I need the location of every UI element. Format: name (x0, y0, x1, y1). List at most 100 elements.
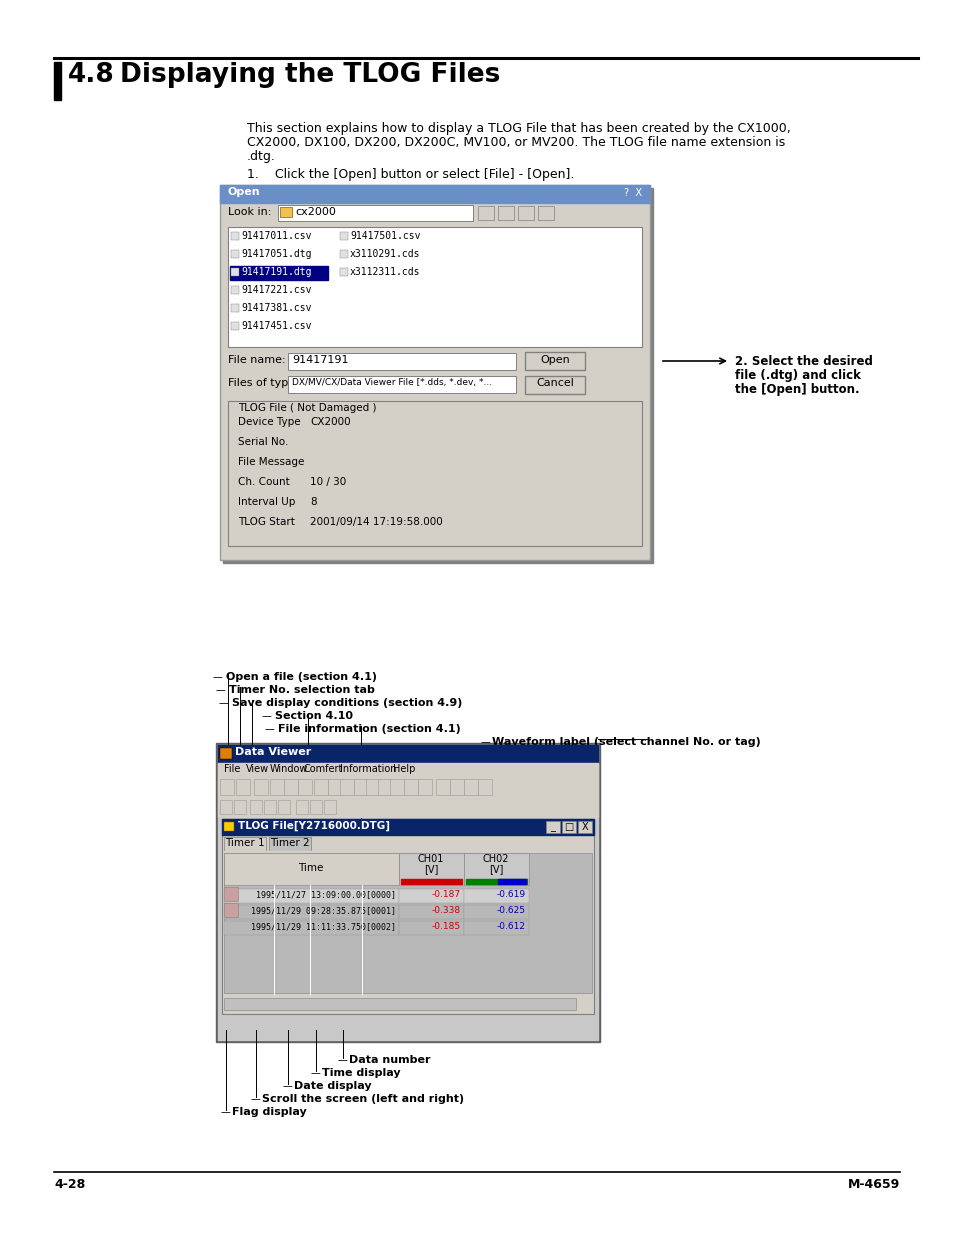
Text: 91417191.dtg: 91417191.dtg (241, 267, 312, 277)
Text: CH02: CH02 (482, 853, 509, 864)
Text: Serial No.: Serial No. (237, 437, 288, 447)
Text: 2. Select the desired: 2. Select the desired (734, 354, 872, 368)
Text: the [Open] button.: the [Open] button. (734, 383, 859, 396)
Text: x3112311.cds: x3112311.cds (350, 267, 420, 277)
Bar (224, 853, 398, 885)
Text: CH01: CH01 (417, 853, 444, 864)
Bar (497, 879, 525, 884)
Bar (284, 779, 297, 795)
Bar (297, 779, 312, 795)
Bar (310, 800, 322, 814)
Text: Cancel: Cancel (536, 378, 574, 388)
Text: —: — (264, 724, 274, 734)
Text: 1.    Click the [Open] button or select [File] - [Open].: 1. Click the [Open] button or select [Fi… (247, 168, 574, 182)
Text: Open: Open (228, 186, 260, 198)
Text: x3110291.cds: x3110291.cds (350, 249, 420, 259)
Text: 91417051.dtg: 91417051.dtg (241, 249, 312, 259)
Text: 91417451.csv: 91417451.csv (241, 321, 312, 331)
Text: TLOG File ( Not Damaged ): TLOG File ( Not Damaged ) (237, 403, 376, 412)
Text: Information: Information (339, 764, 396, 774)
Bar (250, 800, 262, 814)
Bar (377, 779, 392, 795)
Bar (253, 779, 268, 795)
Bar (224, 887, 237, 902)
Bar (224, 921, 398, 935)
Bar (578, 821, 592, 832)
Bar (463, 889, 529, 903)
Text: Scroll the screen (left and right): Scroll the screen (left and right) (262, 1094, 464, 1104)
Bar (235, 779, 250, 795)
Bar (224, 823, 233, 831)
Bar (218, 745, 598, 763)
Bar (218, 799, 598, 818)
Text: Files of type:: Files of type: (228, 378, 298, 388)
Bar (339, 779, 354, 795)
Bar (537, 206, 554, 220)
Text: —: — (218, 698, 228, 708)
Text: Timer 1: Timer 1 (225, 839, 265, 848)
Bar (398, 889, 463, 903)
Bar (463, 905, 529, 919)
Text: Save display conditions (section 4.9): Save display conditions (section 4.9) (232, 698, 462, 708)
Text: —: — (220, 1107, 230, 1116)
Bar (366, 779, 379, 795)
Text: Section 4.10: Section 4.10 (274, 711, 353, 721)
Text: —: — (261, 711, 271, 721)
Bar (561, 821, 576, 832)
Text: 1995/11/27 13:09:00.00[0000]: 1995/11/27 13:09:00.00[0000] (255, 890, 395, 899)
Bar (231, 232, 239, 240)
Text: Comfert: Comfert (304, 764, 343, 774)
Bar (477, 206, 494, 220)
Bar (288, 375, 516, 393)
Text: Interval Up: Interval Up (237, 496, 295, 508)
Bar (277, 800, 290, 814)
Bar (270, 779, 284, 795)
Bar (215, 743, 599, 1042)
Bar (54, 62, 61, 100)
Bar (218, 745, 598, 1040)
Bar (517, 206, 534, 220)
Text: —: — (310, 1068, 319, 1078)
Bar (228, 401, 641, 546)
Text: —: — (250, 1094, 260, 1104)
Text: 91417501.csv: 91417501.csv (350, 231, 420, 241)
Text: CX2000: CX2000 (310, 417, 351, 427)
Text: —: — (282, 1081, 292, 1091)
Bar (218, 763, 598, 777)
Text: View: View (246, 764, 269, 774)
Text: Date display: Date display (294, 1081, 372, 1091)
Text: File name:: File name: (228, 354, 285, 366)
Bar (224, 905, 398, 919)
Text: Data Viewer: Data Viewer (234, 747, 311, 757)
Text: .dtg.: .dtg. (247, 149, 275, 163)
Text: Timer 2: Timer 2 (270, 839, 310, 848)
Bar (224, 837, 266, 851)
Text: This section explains how to display a TLOG File that has been created by the CX: This section explains how to display a T… (247, 122, 790, 135)
Bar (223, 188, 652, 563)
Text: DX/MV/CX/Data Viewer File [*.dds, *.dev, *...: DX/MV/CX/Data Viewer File [*.dds, *.dev,… (292, 378, 492, 387)
Bar (354, 779, 368, 795)
Text: -0.338: -0.338 (432, 906, 460, 915)
Bar (224, 889, 398, 903)
Bar (477, 779, 492, 795)
Text: cx2000: cx2000 (294, 207, 335, 217)
Text: □: □ (564, 823, 573, 832)
Bar (231, 287, 239, 294)
Bar (463, 779, 477, 795)
Bar (436, 779, 450, 795)
Text: Help: Help (393, 764, 415, 774)
Bar (231, 268, 239, 275)
Bar (224, 851, 592, 853)
Bar (400, 879, 461, 884)
Bar (339, 232, 348, 240)
Bar (398, 853, 463, 885)
Bar (450, 779, 463, 795)
Text: 10 / 30: 10 / 30 (310, 477, 346, 487)
Text: CX2000, DX100, DX200, DX200C, MV100, or MV200. The TLOG file name extension is: CX2000, DX100, DX200, DX200C, MV100, or … (247, 136, 784, 149)
Text: Time: Time (298, 863, 323, 873)
Text: -0.619: -0.619 (497, 890, 525, 899)
Text: Device Type: Device Type (237, 417, 300, 427)
Text: TLOG File[Y2716000.DTG]: TLOG File[Y2716000.DTG] (237, 821, 390, 831)
Bar (339, 249, 348, 258)
Text: Open a file (section 4.1): Open a file (section 4.1) (226, 672, 376, 682)
